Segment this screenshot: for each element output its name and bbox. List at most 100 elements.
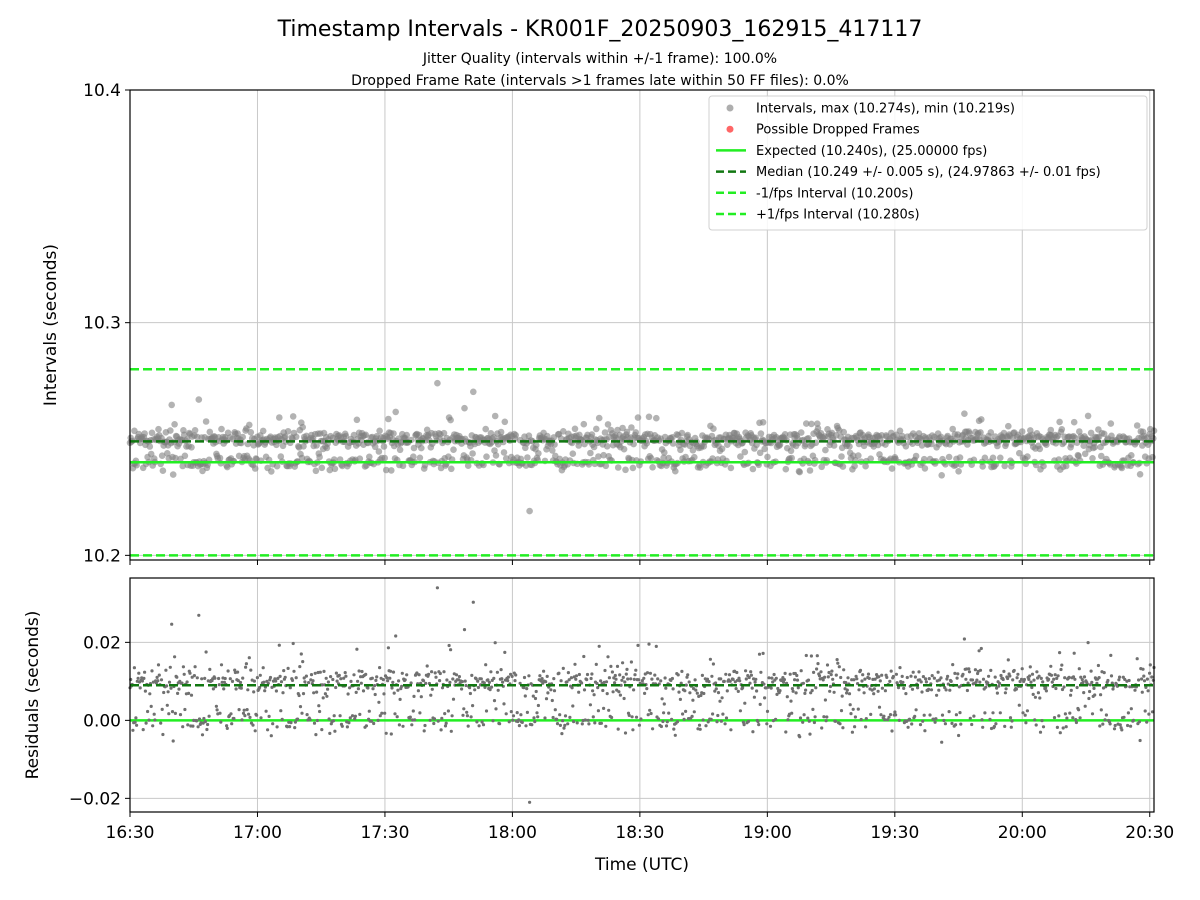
interval-point (171, 421, 178, 428)
residual-point (274, 679, 278, 683)
residual-point (888, 679, 892, 684)
residual-point (297, 693, 301, 698)
interval-point (218, 425, 225, 433)
residual-point (995, 686, 999, 690)
residual-point (811, 707, 815, 712)
residual-point (796, 686, 800, 690)
interval-point (724, 441, 731, 449)
residual-point (1140, 677, 1144, 681)
residual-point (186, 723, 190, 727)
residual-point (989, 668, 993, 673)
residual-point (799, 669, 803, 673)
residual-point (994, 722, 998, 726)
residual-point (435, 586, 439, 590)
intervals-x-ticks (129, 560, 1151, 565)
residual-point (1016, 672, 1020, 676)
residuals-y-tick-label: 0.00 (83, 711, 121, 731)
residual-point (460, 687, 464, 691)
residual-point (692, 710, 696, 714)
residual-point (359, 681, 363, 685)
residual-point (1003, 691, 1008, 695)
residual-point (159, 721, 163, 725)
residual-point (538, 674, 542, 678)
residual-point (801, 681, 806, 685)
residual-point (331, 677, 335, 682)
legend-entry: Expected (10.240s), (25.00000 fps) (716, 144, 987, 159)
residual-point (653, 673, 657, 677)
residual-point (913, 714, 917, 719)
residual-point (822, 715, 826, 719)
residual-point (714, 681, 718, 685)
interval-point (159, 467, 167, 475)
residual-point (619, 683, 623, 687)
residual-point (604, 724, 608, 728)
interval-point (759, 419, 767, 426)
residual-point (161, 732, 165, 737)
residual-point (815, 654, 819, 658)
residual-point (1106, 678, 1110, 683)
interval-point (678, 429, 686, 437)
residual-point (507, 720, 511, 724)
residual-point (1099, 693, 1103, 697)
residual-point (326, 680, 330, 684)
residual-point (1146, 689, 1150, 693)
residual-point (1069, 688, 1073, 693)
residual-point (563, 723, 567, 728)
residual-point (672, 727, 676, 731)
residual-point (585, 678, 589, 682)
residual-point (557, 671, 561, 675)
interval-point (276, 414, 283, 421)
interval-point (649, 464, 656, 471)
residual-point (757, 723, 761, 727)
residual-point (181, 725, 185, 729)
residual-point (369, 719, 374, 723)
residual-point (206, 722, 210, 727)
interval-point (920, 455, 928, 463)
residual-point (173, 711, 177, 716)
interval-point (169, 471, 177, 478)
interval-point (1001, 462, 1008, 470)
residual-point (924, 680, 929, 684)
residual-point (858, 668, 863, 673)
residual-point (559, 679, 563, 683)
residual-point (595, 681, 599, 686)
residual-point (1058, 651, 1062, 655)
residual-point (872, 687, 877, 691)
residual-point (1060, 663, 1064, 667)
residual-point (522, 686, 526, 690)
interval-point (602, 462, 610, 470)
residual-point (372, 684, 377, 688)
residual-point (574, 677, 578, 681)
residual-point (832, 690, 836, 694)
residual-point (253, 729, 257, 733)
residual-point (930, 674, 934, 678)
residual-point (921, 675, 926, 679)
residual-point (670, 676, 675, 681)
residual-point (1083, 704, 1087, 708)
residual-point (237, 708, 241, 712)
residual-point (165, 703, 169, 707)
interval-point (501, 418, 509, 426)
residual-point (988, 717, 992, 722)
residual-point (300, 711, 304, 715)
residual-point (610, 670, 615, 674)
residual-point (774, 717, 778, 721)
residual-point (312, 721, 317, 725)
residual-point (277, 643, 281, 647)
residual-point (339, 677, 343, 681)
residual-point (1135, 657, 1139, 661)
residual-point (460, 680, 464, 684)
residual-point (841, 726, 845, 730)
residual-point (439, 728, 443, 732)
residual-point (750, 686, 754, 690)
residual-point (956, 672, 960, 676)
residual-point (279, 709, 283, 713)
residual-point (585, 672, 590, 677)
residual-point (607, 708, 611, 712)
interval-point (1024, 453, 1031, 460)
residual-point (525, 710, 530, 715)
residual-point (450, 714, 454, 718)
residual-point (391, 680, 395, 685)
residual-point (321, 696, 325, 700)
residual-point (747, 675, 751, 680)
